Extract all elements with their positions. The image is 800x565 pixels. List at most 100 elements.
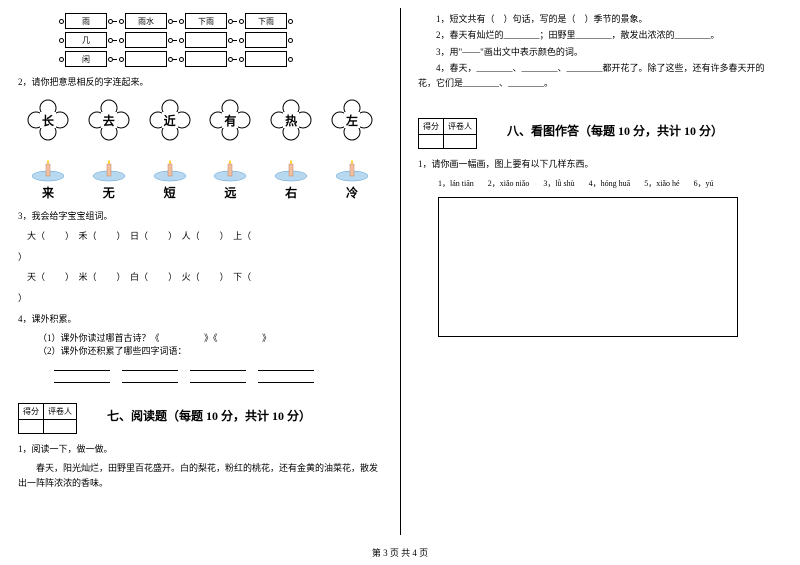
chain-link [227,57,238,62]
zi-pair: ） 白（ [117,269,167,285]
chain-link [238,19,245,24]
candle-char: 右 [269,184,313,201]
chain-box [245,32,287,48]
candle-item: 冷 [330,158,374,201]
zi-pair [271,228,289,244]
chain-link [167,19,178,24]
zi-pair: ） 上（ [220,228,270,244]
chain-row: 几 [58,32,382,48]
candle-char: 冷 [330,184,374,201]
zi-pair: ） 火（ [168,269,218,285]
score-cell [419,134,444,148]
candle-char: 来 [26,184,70,201]
chain-box: 几 [65,32,107,48]
grader-label: 评卷人 [444,118,477,134]
chain-link [238,38,245,43]
right-column: 1，短文共有（ ）句话，写的是（ ）季节的景象。 2，春天有灿烂的_______… [400,0,800,565]
pinyin-item: 2，xiǎo niǎo [488,178,530,189]
blank-lines [48,361,382,385]
candle-item: 远 [208,158,252,201]
pinyin-item: 4，hóng huā [589,178,631,189]
chain-link [227,38,238,43]
chain-link [58,38,65,43]
section-7-title: 七、阅读题（每题 10 分，共计 10 分） [107,407,311,424]
zi-pair: ） 下（ [220,269,270,285]
drawing-box [438,197,738,337]
flower-char: 左 [346,112,358,129]
left-column: 雨雨水下雨下雨几闲 2，请你把意思相反的字连起来。 长去近有热左 来无短远右冷 … [0,0,400,565]
chain-link [107,38,118,43]
chain-box: 雨水 [125,13,167,29]
flower-char: 热 [285,112,297,129]
chain-box [245,51,287,67]
flower-item: 热 [269,98,313,142]
candle-item: 无 [87,158,131,201]
question-4: 4，课外积累。 [18,312,382,325]
zi-close: ） [18,250,382,263]
zi-row-2: 天（ ） 米（ ） 白（ ） 火（ ） 下（ [18,269,382,285]
chain-link [118,38,125,43]
section-8-header: 得分评卷人 八、看图作答（每题 10 分，共计 10 分） [418,118,782,149]
page-number: 第 3 页 共 4 页 [0,546,800,559]
zi-pair: ） 米（ [65,269,115,285]
chain-box [185,32,227,48]
pinyin-list: 1，lán tiān2，xiǎo niǎo3，lǜ shù4，hóng huā5… [438,178,782,189]
chain-link [178,38,185,43]
flower-item: 左 [330,98,374,142]
chain-link [58,57,65,62]
chain-box [125,32,167,48]
chain-box: 闲 [65,51,107,67]
flower-item: 近 [148,98,192,142]
chain-row: 闲 [58,51,382,67]
score-table: 得分评卷人 [418,118,477,149]
section-7-header: 得分评卷人 七、阅读题（每题 10 分，共计 10 分） [18,403,382,434]
q4-1a: （1）课外你读过哪首古诗？《 [38,333,160,343]
q4-1b: 》《 [204,333,218,343]
chain-link [167,57,178,62]
chain-link [167,38,178,43]
chain-link [118,19,125,24]
candle-item: 来 [26,158,70,201]
section-8-title: 八、看图作答（每题 10 分，共计 10 分） [507,122,723,139]
chain-link [287,57,294,62]
chain-box [185,51,227,67]
zi-row-1: 大（ ） 禾（ ） 日（ ） 人（ ） 上（ [18,228,382,244]
chain-link [227,19,238,24]
chain-link [107,57,118,62]
chain-link [238,57,245,62]
chain-link [118,57,125,62]
sub-q3: 3，用"——"画出文中表示颜色的词。 [418,45,782,59]
pinyin-item: 3，lǜ shù [543,178,574,189]
chain-link [287,38,294,43]
chain-diagram: 雨雨水下雨下雨几闲 [18,13,382,67]
chain-link [178,57,185,62]
draw-q1: 1，请你画一幅画，图上要有以下几样东西。 [418,157,782,170]
score-label: 得分 [419,118,444,134]
chain-link [107,19,118,24]
chain-link [178,19,185,24]
chain-row: 雨雨水下雨下雨 [58,13,382,29]
flower-char: 去 [103,112,115,129]
flower-item: 去 [87,98,131,142]
grader-cell [44,420,77,434]
candle-char: 无 [87,184,131,201]
score-label: 得分 [19,404,44,420]
flower-row: 长去近有热左 [18,98,382,142]
zi-pair: ） 日（ [117,228,167,244]
score-table: 得分评卷人 [18,403,77,434]
pinyin-item: 5，xiǎo hé [644,178,679,189]
chain-box [125,51,167,67]
candle-char: 短 [148,184,192,201]
flower-char: 长 [42,112,54,129]
grader-label: 评卷人 [44,404,77,420]
question-3: 3，我会给字宝宝组词。 [18,209,382,222]
sub-q4: 4，春天，________、________、________都开花了。除了这些… [418,61,782,90]
reading-passage: 春天，阳光灿烂，田野里百花盛开。白的梨花，粉红的桃花，还有金黄的油菜花，散发出一… [18,461,382,490]
read-q1: 1，阅读一下，做一做。 [18,442,382,455]
score-cell [19,420,44,434]
q4-1c: 》 [262,333,271,343]
candle-item: 短 [148,158,192,201]
chain-link [58,19,65,24]
chain-box: 下雨 [185,13,227,29]
zi-close: ） [18,291,382,304]
